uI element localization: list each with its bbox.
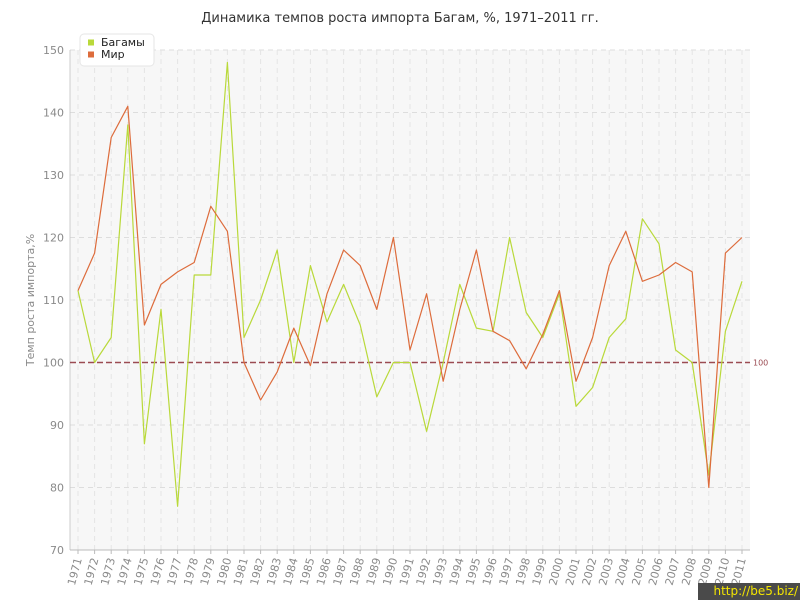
y-axis-label: Темп роста импорта,%: [24, 234, 37, 367]
legend-swatch-1: [88, 39, 94, 46]
y-tick-label: 80: [50, 482, 64, 495]
y-axis: 70 80 90 100 110 120 130 140 150: [43, 44, 71, 557]
y-tick-label: 70: [50, 544, 64, 557]
series-line-1: [77, 61, 743, 507]
legend-label-2: Мир: [101, 48, 125, 61]
chart-title: Динамика темпов роста импорта Багам, %, …: [201, 11, 599, 26]
y-tick-label: 120: [43, 232, 64, 245]
series-line-2: [77, 105, 743, 489]
y-tick-label: 150: [43, 44, 64, 57]
x-axis: 1971197219731974197519761977197819791980…: [65, 549, 750, 587]
series-group: [77, 61, 743, 507]
reference-line-label: 100: [753, 359, 768, 368]
y-tick-label: 110: [43, 294, 64, 307]
legend-swatch-2: [88, 51, 94, 58]
y-tick-label: 100: [43, 357, 64, 370]
legend-label-1: Багамы: [101, 36, 145, 49]
y-tick-label: 130: [43, 169, 64, 182]
legend-box: [79, 33, 155, 67]
reference-line: 100: [70, 359, 768, 368]
watermark: http://be5.biz/: [698, 583, 800, 600]
y-tick-label: 90: [50, 419, 64, 432]
y-tick-label: 140: [43, 107, 64, 120]
